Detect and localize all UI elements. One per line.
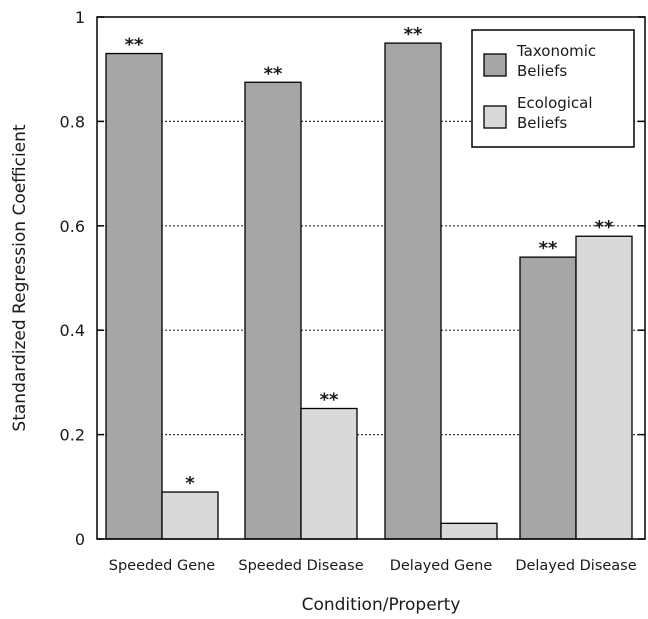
bar	[440, 522, 498, 540]
significance-label: *	[185, 473, 195, 494]
bar-significance-labels: *************	[125, 24, 614, 494]
y-tick-label: 0.6	[60, 217, 85, 236]
x-tick-label: Delayed Disease	[515, 558, 636, 574]
bar	[244, 81, 302, 540]
y-tick-label: 0	[75, 530, 85, 549]
y-axis-ticks: 0 0.2 0.4 0.6 0.8 1	[60, 8, 645, 549]
legend-label: Taxonomic	[516, 42, 596, 60]
significance-label: **	[320, 390, 339, 411]
significance-label: **	[539, 238, 558, 259]
legend-swatch	[483, 53, 507, 77]
y-tick-label: 0.8	[60, 112, 85, 131]
bar	[384, 42, 442, 540]
x-axis-title: Condition/Property	[302, 595, 461, 615]
legend-label: Beliefs	[517, 62, 567, 80]
significance-label: **	[595, 217, 614, 238]
bar	[300, 407, 358, 540]
x-tick-label: Speeded Disease	[238, 558, 363, 574]
plot-frame	[96, 16, 646, 540]
x-tick-label: Speeded Gene	[109, 558, 216, 574]
bar	[575, 235, 633, 540]
significance-label: **	[125, 35, 144, 56]
legend-swatch	[483, 105, 507, 129]
y-axis-title: Standardized Regression Coefficient	[10, 124, 30, 431]
bar	[105, 52, 163, 540]
significance-label: **	[404, 24, 423, 45]
y-tick-label: 1	[75, 8, 85, 27]
significance-label: **	[264, 63, 283, 84]
legend-label: Ecological	[517, 94, 593, 112]
y-tick-label: 0.2	[60, 426, 85, 445]
x-axis-ticks: Speeded Gene Speeded Disease Delayed Gene D…	[109, 558, 637, 574]
y-tick-label: 0.4	[60, 321, 85, 340]
legend-label: Beliefs	[517, 114, 567, 132]
bar	[519, 256, 577, 540]
legend: Taxonomic Beliefs Ecological Beliefs	[471, 29, 635, 148]
bar	[161, 491, 219, 540]
x-tick-label: Delayed Gene	[390, 558, 493, 574]
bars	[105, 42, 633, 540]
